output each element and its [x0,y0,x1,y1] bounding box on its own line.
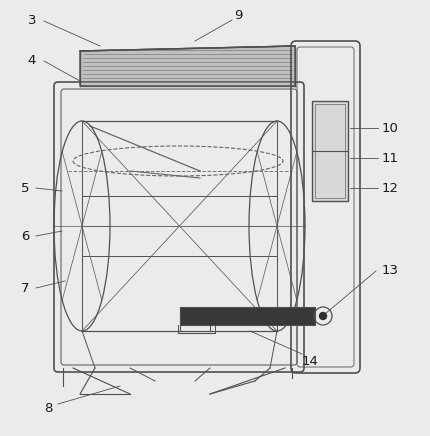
Circle shape [319,313,326,320]
Text: 12: 12 [381,181,399,194]
Bar [315,104,345,198]
Text: 3: 3 [28,14,36,27]
Text: 11: 11 [381,151,399,164]
Text: 6: 6 [21,229,29,242]
Text: 5: 5 [21,181,29,194]
Bar [180,307,315,325]
Text: 14: 14 [301,354,319,368]
Text: 8: 8 [44,402,52,415]
Polygon shape [80,46,295,86]
Text: 13: 13 [381,265,399,277]
Bar [312,101,348,201]
Text: 9: 9 [234,10,242,23]
Text: 7: 7 [21,282,29,294]
Text: 10: 10 [381,122,399,134]
Text: 4: 4 [28,54,36,68]
